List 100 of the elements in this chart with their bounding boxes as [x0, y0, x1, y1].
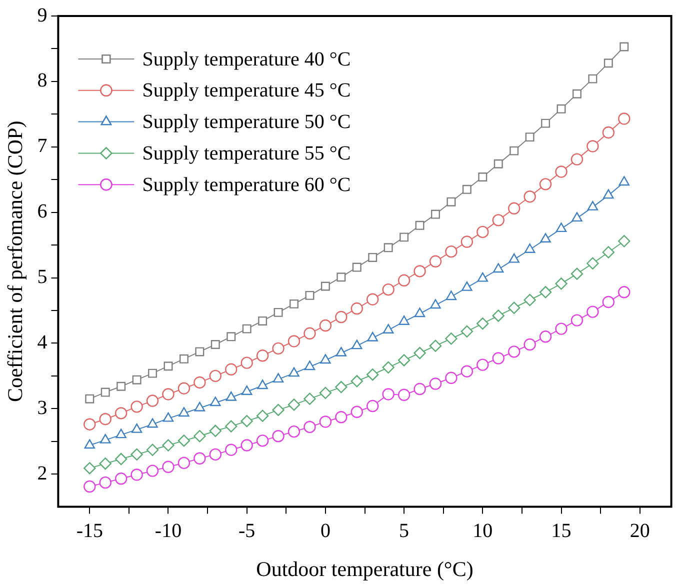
point [618, 112, 630, 125]
point [382, 388, 394, 400]
point [335, 310, 348, 324]
point [114, 407, 128, 420]
point [556, 104, 566, 114]
point [602, 246, 615, 258]
point [162, 439, 174, 452]
point [524, 294, 536, 306]
point [460, 365, 474, 378]
point [429, 378, 442, 390]
point [319, 319, 332, 332]
legend-label: Supply temperature 55 °C [142, 142, 351, 164]
x-tick-label: -5 [238, 520, 256, 542]
point [179, 354, 188, 364]
point [116, 428, 126, 438]
point [430, 299, 441, 309]
point [398, 316, 410, 325]
point [492, 214, 504, 226]
point [100, 388, 110, 397]
point [304, 360, 316, 370]
point [130, 448, 143, 461]
point [382, 283, 394, 296]
point [240, 356, 253, 369]
point [304, 392, 316, 405]
point [210, 340, 220, 349]
point [288, 398, 300, 411]
point [602, 126, 615, 139]
point [586, 257, 599, 270]
point [335, 411, 348, 424]
point [84, 439, 96, 449]
point [148, 368, 158, 378]
y-tick-label: 2 [37, 462, 48, 484]
point [415, 220, 424, 230]
point [477, 272, 488, 282]
x-tick-label: 10 [472, 520, 493, 542]
y-tick-label: 8 [37, 70, 48, 92]
point [398, 388, 410, 401]
point [320, 282, 330, 291]
point [618, 286, 630, 298]
point [257, 380, 268, 390]
point [146, 444, 159, 456]
point [288, 425, 300, 438]
point [194, 430, 206, 442]
point [508, 302, 520, 314]
point [414, 346, 426, 360]
point [272, 404, 284, 416]
point [288, 335, 300, 348]
point [570, 268, 584, 280]
point [350, 375, 363, 388]
point [446, 290, 457, 300]
point [398, 274, 410, 286]
point [210, 396, 221, 406]
point [508, 346, 520, 358]
point [382, 324, 394, 334]
point [84, 462, 96, 474]
point [162, 388, 174, 400]
point [556, 222, 567, 232]
point [147, 418, 158, 428]
point [570, 314, 584, 326]
point [445, 332, 458, 345]
point [240, 439, 253, 452]
point [84, 418, 96, 430]
point [572, 89, 582, 98]
y-tick-label: 3 [37, 396, 48, 419]
point [367, 332, 378, 342]
point [272, 373, 284, 383]
point [524, 244, 536, 253]
y-tick-label: 4 [37, 331, 48, 354]
point [586, 306, 599, 318]
point [288, 367, 300, 377]
point [304, 420, 316, 434]
point [274, 308, 283, 317]
point [164, 362, 173, 371]
point [116, 382, 126, 391]
point [256, 410, 269, 422]
point [366, 400, 379, 412]
point [555, 166, 568, 178]
point [226, 332, 236, 342]
point [603, 189, 614, 199]
point [256, 350, 269, 362]
point [460, 236, 474, 248]
point [304, 327, 316, 340]
point [320, 354, 331, 364]
point [525, 132, 534, 142]
point [588, 74, 598, 84]
point [352, 262, 362, 272]
point [429, 255, 442, 268]
point [539, 178, 552, 190]
point [100, 434, 111, 444]
point [366, 368, 379, 381]
point [195, 347, 204, 356]
point [478, 172, 488, 182]
point [462, 184, 472, 194]
y-tick-label: 5 [37, 266, 48, 288]
point [540, 233, 551, 242]
point [460, 325, 474, 338]
point [319, 386, 332, 400]
point [429, 340, 442, 352]
point [492, 310, 504, 322]
point [494, 159, 503, 168]
